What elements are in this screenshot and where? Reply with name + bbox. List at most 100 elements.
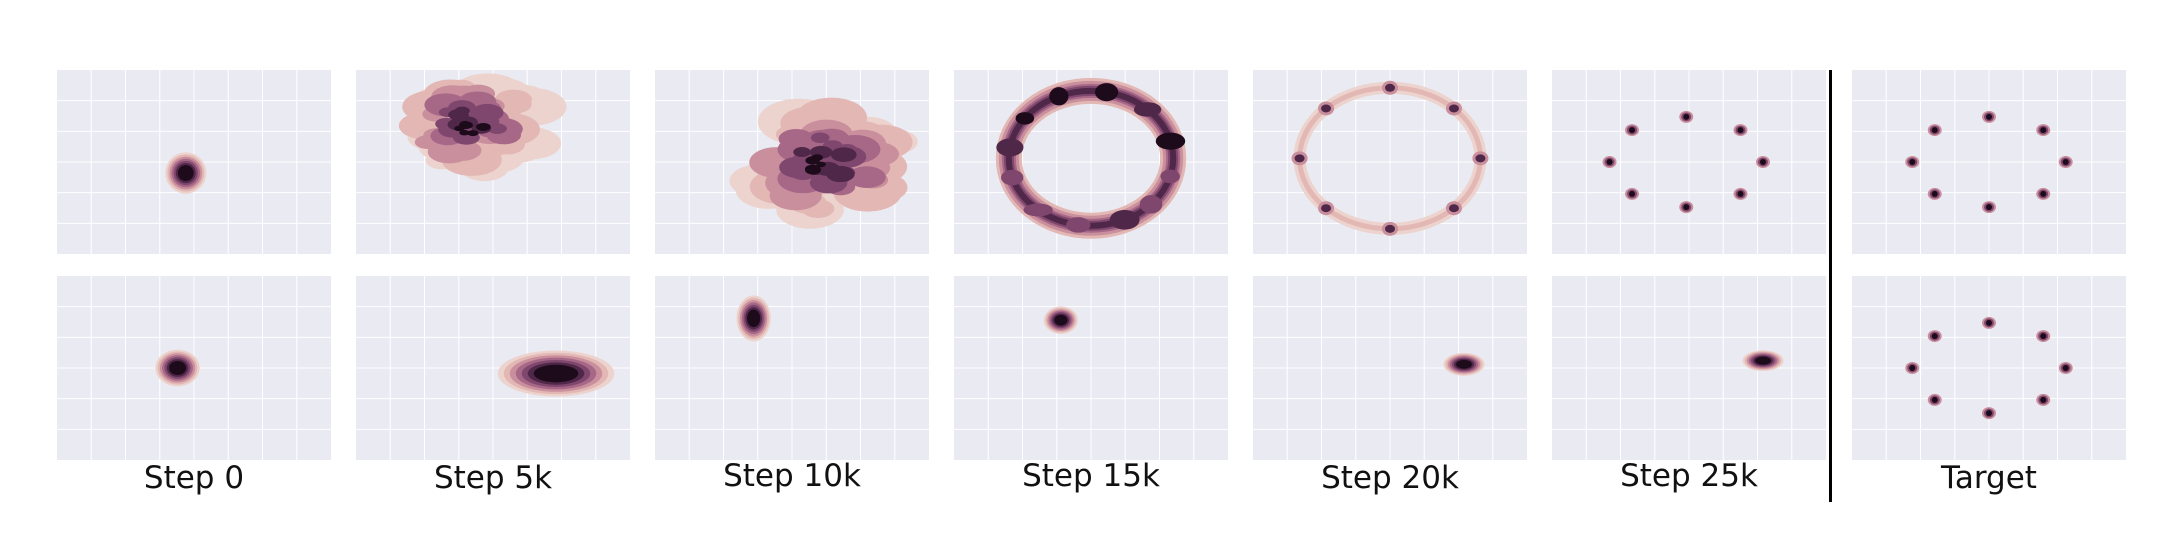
panel-step-15k-top-lump — [1155, 132, 1186, 150]
panel-target-bottom-density — [1905, 316, 2073, 420]
panel-step-10k-top-contour — [805, 165, 821, 175]
panel-step-15k-top-lump — [1001, 169, 1024, 186]
panel-target-bottom-mode — [1909, 365, 1916, 371]
panel-step-15k-top-lump — [1109, 210, 1140, 230]
panel-step-5k-bottom-contour — [533, 364, 579, 383]
panel-step-20k-top — [1253, 70, 1527, 254]
panel-step-25k-bottom-contour — [1755, 356, 1771, 365]
panel-step-25k-top-mode — [1737, 190, 1744, 197]
panel-step-20k-top-mode — [1475, 154, 1486, 163]
panel-step-10k-top-density — [729, 97, 918, 229]
label-step-10k: Step 10k — [723, 458, 861, 494]
panel-step-10k-top-contour — [816, 161, 826, 168]
panel-target-bottom-mode — [1986, 410, 1992, 417]
panel-step-5k-top-contour — [459, 120, 471, 127]
panel-step-25k-top-mode — [1759, 159, 1766, 165]
label-step-15k: Step 15k — [1022, 458, 1160, 494]
panel-step-15k-top-lump — [1015, 112, 1035, 125]
panel-step-5k-bottom-density — [497, 350, 615, 397]
label-step-5k: Step 5k — [433, 460, 553, 496]
panel-step-15k-top-ring — [1005, 87, 1177, 229]
panel-step-15k-top-lump — [1023, 203, 1053, 217]
panel-target-top-mode — [1986, 204, 1992, 211]
panel-step-25k-top-density — [1602, 110, 1770, 214]
panel-step-0-bottom-contour — [169, 360, 187, 376]
panel-step-5k-top-contour — [487, 123, 507, 134]
panel-target-top-mode — [1909, 159, 1916, 165]
panel-step-5k-top-contour — [470, 103, 504, 122]
panel-step-25k-bottom-density — [1742, 350, 1784, 371]
panel-target-top-mode — [2062, 159, 2069, 165]
panel-step-10k-top-contour — [830, 147, 857, 162]
panel-step-20k-top-mode — [1321, 104, 1332, 113]
label-step-25k: Step 25k — [1620, 458, 1758, 494]
panel-target-top-mode — [1931, 127, 1938, 134]
label-step-20k: Step 20k — [1321, 460, 1459, 496]
panel-step-10k-top-contour — [847, 166, 886, 189]
panel-step-25k-top-mode — [1683, 204, 1690, 211]
panel-step-5k-top-contour — [467, 130, 479, 137]
panel-step-20k-top-mode — [1321, 204, 1332, 213]
panel-step-10k-top-contour — [810, 132, 830, 144]
panel-target-top — [1852, 70, 2126, 254]
panel-step-15k-top-lump — [1160, 169, 1180, 184]
panel-target-bottom-mode — [1986, 319, 1992, 326]
panel-target-bottom-mode — [1931, 396, 1938, 403]
panel-step-20k-bottom-density — [1443, 352, 1485, 376]
panel-step-20k-top-mode — [1294, 154, 1305, 163]
panel-step-0-top-density — [165, 152, 207, 194]
label-target: Target — [1941, 460, 2037, 496]
panel-step-0-top-contour — [177, 165, 194, 181]
panel-step-5k-top-contour — [427, 140, 472, 164]
panel-step-10k-top-contour — [805, 156, 820, 165]
panel-step-20k-top-mode — [1385, 224, 1395, 233]
panel-step-25k-top — [1552, 70, 1826, 254]
label-step-0: Step 0 — [143, 460, 245, 496]
panel-step-20k-bottom — [1253, 276, 1527, 460]
panel-step-15k-top-lump — [1094, 83, 1119, 102]
panel-target-top-density — [1905, 110, 2073, 214]
panel-step-15k-bottom-density — [1043, 306, 1078, 334]
panel-step-10k-bottom-contour — [747, 309, 761, 328]
panel-step-25k-bottom — [1552, 276, 1826, 460]
panel-target-bottom — [1852, 276, 2126, 460]
panel-step-15k-top-lump — [1139, 195, 1163, 214]
panel-step-0-top — [57, 70, 331, 254]
divider-line — [1829, 70, 1832, 502]
panel-step-15k-top — [954, 70, 1228, 254]
panel-step-25k-top-mode — [1683, 113, 1690, 120]
panel-step-15k-bottom-contour — [1054, 314, 1068, 326]
panel-step-20k-top-density — [1291, 80, 1489, 236]
panel-step-25k-top-mode — [1737, 127, 1744, 134]
panel-target-bottom-mode — [1931, 333, 1938, 340]
panel-step-0-bottom — [57, 276, 331, 460]
panel-step-20k-top-mode — [1385, 83, 1395, 92]
panel-step-5k-bottom — [356, 276, 630, 460]
panel-step-15k-top-lump — [996, 138, 1024, 157]
panel-step-15k-top-lump — [1066, 217, 1091, 233]
panel-target-bottom-mode — [2062, 365, 2069, 371]
panel-target-top-mode — [1931, 190, 1938, 197]
panel-step-25k-top-mode — [1629, 127, 1636, 134]
panel-target-top-mode — [2040, 190, 2047, 197]
panel-step-15k-bottom — [954, 276, 1228, 460]
panel-step-25k-top-mode — [1606, 159, 1613, 165]
panel-step-25k-top-mode — [1629, 190, 1636, 197]
panel-step-5k-top-density — [398, 73, 567, 182]
panel-step-15k-top-lump — [1133, 102, 1162, 117]
panel-target-bottom-mode — [2040, 396, 2047, 403]
panel-step-10k-top-contour — [793, 147, 811, 157]
panel-step-20k-top-mode — [1448, 204, 1459, 213]
panel-step-5k-top-contour — [459, 129, 470, 136]
panel-target-top-mode — [1986, 113, 1992, 120]
panel-step-10k-top — [655, 70, 929, 254]
panel-step-10k-top-contour — [826, 165, 855, 183]
panel-step-20k-top-mode — [1448, 104, 1459, 113]
panel-target-top-mode — [2040, 127, 2047, 134]
panel-step-10k-bottom-density — [736, 295, 771, 342]
panel-step-15k-top-density — [995, 77, 1187, 239]
panel-step-5k-top-contour — [476, 122, 491, 131]
panel-target-bottom-mode — [2040, 333, 2047, 340]
panel-step-20k-bottom-contour — [1456, 359, 1472, 369]
